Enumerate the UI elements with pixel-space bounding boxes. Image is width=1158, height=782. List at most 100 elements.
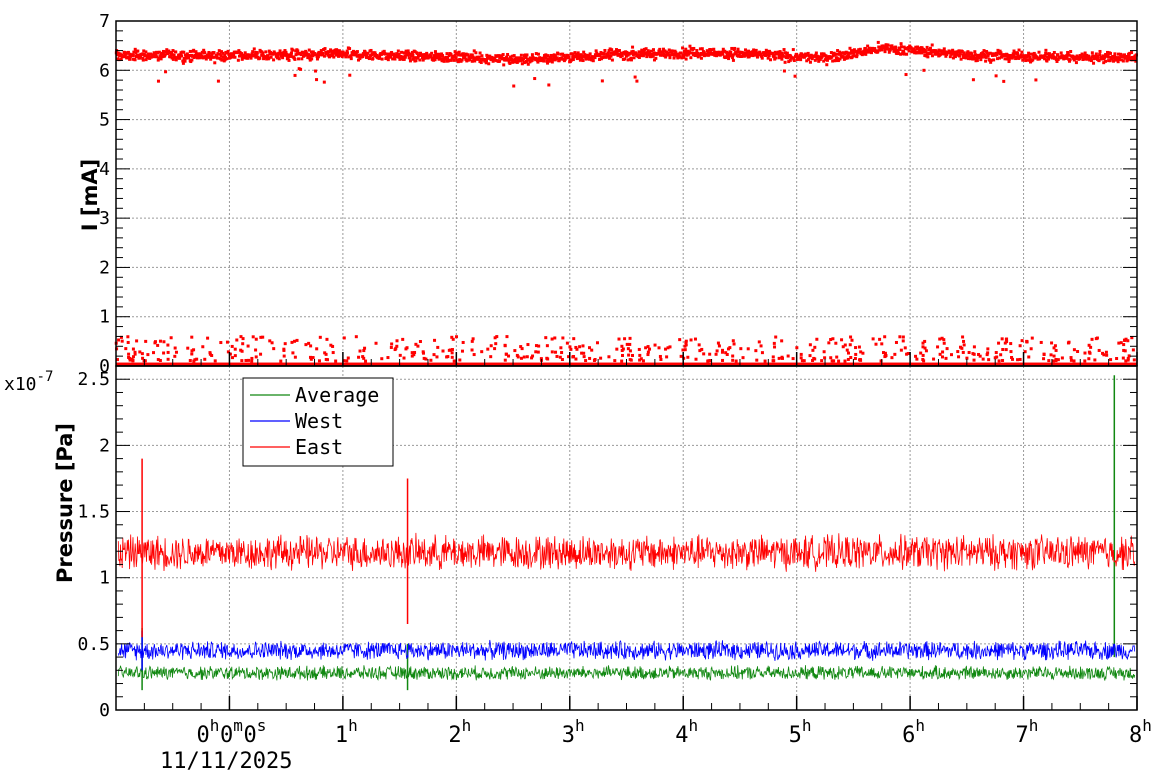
current-point xyxy=(1067,53,1071,57)
current-outlier-point xyxy=(1102,353,1106,357)
top-y-tick-label: 2 xyxy=(99,257,110,278)
current-outlier-point xyxy=(461,340,465,344)
x-tick-label-value: 6 xyxy=(902,723,915,748)
current-outlier-point xyxy=(324,352,328,356)
x-tick-label-value: 0 xyxy=(243,723,256,748)
current-point xyxy=(881,44,885,48)
current-point xyxy=(709,48,713,52)
current-point xyxy=(1116,56,1120,60)
current-outlier-point xyxy=(166,343,170,347)
current-point xyxy=(447,54,451,58)
current-point xyxy=(825,58,829,62)
current-point xyxy=(1116,52,1120,56)
current-point xyxy=(484,61,488,65)
x-tick-label-unit: s xyxy=(257,716,267,735)
current-outlier-point xyxy=(831,337,835,341)
current-outlier-point xyxy=(507,354,511,358)
current-point xyxy=(397,55,401,59)
current-point xyxy=(1044,51,1048,55)
current-outlier-point xyxy=(957,355,961,359)
current-outlier-point xyxy=(987,358,991,362)
current-point xyxy=(452,58,456,62)
current-point xyxy=(583,53,587,57)
current-outlier-point xyxy=(827,341,831,345)
current-outlier-point xyxy=(754,349,758,353)
current-outlier-point xyxy=(849,356,853,360)
current-outlier-point xyxy=(786,354,790,358)
current-outlier-point xyxy=(903,346,907,350)
current-outlier-point xyxy=(1069,358,1073,362)
current-point xyxy=(731,58,735,62)
current-point xyxy=(119,57,123,61)
current-point xyxy=(511,60,515,64)
current-point xyxy=(955,52,959,56)
current-point xyxy=(587,54,591,58)
current-outlier-point xyxy=(329,343,333,347)
bottom-y-tick-label: 0.5 xyxy=(77,634,110,655)
current-point xyxy=(333,51,337,55)
current-point xyxy=(240,57,244,61)
current-point xyxy=(149,52,153,56)
current-point xyxy=(262,57,266,61)
current-outlier-point xyxy=(131,359,135,363)
current-point xyxy=(501,53,505,57)
current-point xyxy=(684,47,688,51)
x-tick-label-value: 7 xyxy=(1016,723,1029,748)
current-point xyxy=(837,52,841,56)
current-point xyxy=(771,51,775,55)
current-outlier-point xyxy=(554,350,558,354)
current-point xyxy=(341,50,345,54)
current-point xyxy=(620,54,624,58)
current-point xyxy=(606,51,610,55)
current-point xyxy=(390,50,394,54)
current-outlier-point xyxy=(315,347,319,351)
current-point xyxy=(1126,58,1130,62)
current-point xyxy=(1106,50,1110,54)
current-outlier-point xyxy=(800,359,804,363)
current-outlier-point xyxy=(1127,354,1131,358)
current-point xyxy=(979,58,983,62)
current-point xyxy=(1083,51,1087,55)
current-point xyxy=(523,53,527,57)
current-point xyxy=(519,53,523,57)
current-outlier-point xyxy=(898,335,902,339)
current-point xyxy=(848,46,852,50)
current-point xyxy=(255,51,259,55)
current-point xyxy=(989,60,993,64)
current-point xyxy=(924,50,928,54)
x-tick-label-value: 0 xyxy=(220,723,233,748)
current-point xyxy=(250,52,254,56)
current-point xyxy=(1102,61,1106,65)
current-point xyxy=(271,52,275,56)
current-point xyxy=(1054,57,1058,61)
current-point xyxy=(715,54,719,58)
current-point xyxy=(470,53,474,57)
current-outlier-point xyxy=(505,335,509,339)
current-point xyxy=(784,55,788,59)
current-point xyxy=(470,59,474,63)
current-point xyxy=(783,60,787,64)
current-point xyxy=(424,55,428,59)
current-point xyxy=(180,54,184,58)
current-point xyxy=(435,56,439,60)
current-point xyxy=(442,59,446,63)
current-outlier-point xyxy=(395,339,399,343)
current-point xyxy=(386,58,390,62)
current-point xyxy=(278,49,282,53)
current-outlier-point xyxy=(848,343,852,347)
current-point xyxy=(506,53,510,57)
current-point xyxy=(754,48,758,52)
current-outlier-point xyxy=(628,336,632,340)
current-outlier-point xyxy=(922,359,926,363)
current-outlier-point xyxy=(945,347,949,351)
current-point xyxy=(631,45,635,49)
current-outlier-point xyxy=(708,359,712,363)
current-point xyxy=(720,50,724,54)
current-point xyxy=(314,69,318,73)
current-outlier-point xyxy=(799,356,803,360)
current-point xyxy=(401,55,405,59)
x-tick-label-unit: h xyxy=(462,716,472,735)
current-outlier-point xyxy=(534,350,538,354)
current-point xyxy=(1104,59,1108,63)
current-outlier-point xyxy=(291,351,295,355)
